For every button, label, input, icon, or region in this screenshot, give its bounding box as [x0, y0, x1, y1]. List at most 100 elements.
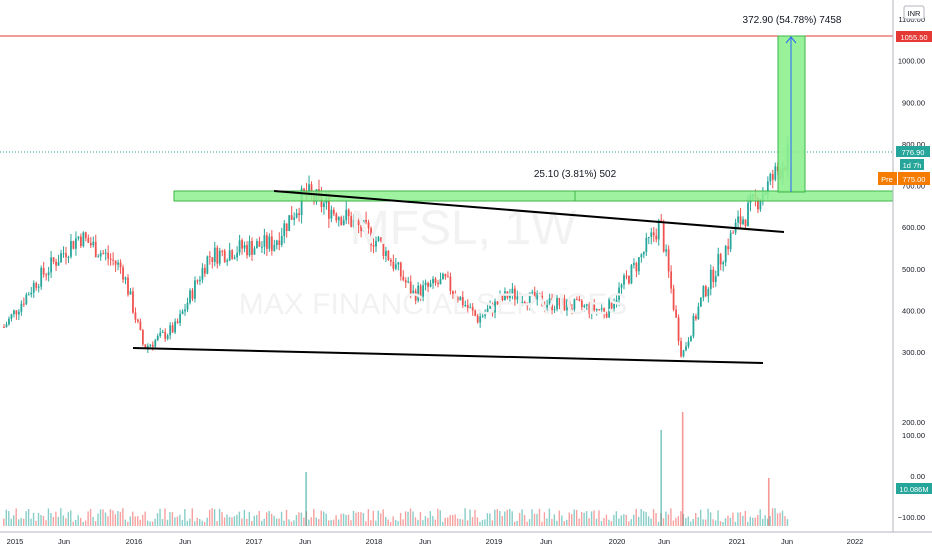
- candle-body: [57, 262, 60, 266]
- volume-tag: [896, 483, 932, 494]
- candle-body: [79, 236, 82, 247]
- candle-body: [385, 250, 387, 257]
- volume-bar: [439, 510, 441, 526]
- candle-body: [650, 232, 653, 237]
- lower-trendline[interactable]: [132, 347, 764, 364]
- candle-body: [409, 281, 412, 295]
- currency-badge[interactable]: [903, 5, 925, 20]
- volume-bar: [699, 509, 702, 526]
- volume-bar: [479, 521, 481, 526]
- volume-bar: [531, 509, 533, 526]
- pre-market-badge: [878, 172, 897, 185]
- volume-bar: [350, 520, 352, 526]
- candle-body: [268, 236, 271, 249]
- volume-bar: [330, 519, 332, 526]
- candle-body: [566, 300, 568, 311]
- candle-body: [538, 293, 541, 296]
- volume-bar: [749, 516, 751, 526]
- candle-body: [623, 275, 625, 285]
- volume-bar: [434, 519, 437, 526]
- volume-bar: [667, 514, 670, 526]
- volume-bar: [724, 518, 727, 526]
- candle-body: [640, 254, 643, 258]
- volume-bar: [734, 521, 737, 526]
- price-axis[interactable]: 1100.00 1000.00 900.00 800.00 700.00 600.00 50…: [892, 0, 932, 532]
- candle-body: [702, 286, 705, 298]
- candle-body: [194, 280, 196, 299]
- volume-bar: [102, 509, 104, 526]
- volume-bar: [340, 513, 342, 526]
- candle-body: [392, 261, 395, 269]
- candle-body: [22, 303, 25, 305]
- candle-body: [337, 217, 340, 221]
- candle-body: [491, 303, 494, 313]
- candle-body: [469, 307, 472, 309]
- candle-body: [129, 291, 132, 295]
- candle-body: [660, 220, 663, 222]
- measure-label-top: 372.90 (54.78%) 7458: [743, 15, 842, 26]
- candle-body: [742, 219, 744, 225]
- volume-bar: [504, 511, 506, 526]
- volume-bar: [605, 514, 608, 526]
- volume-bar: [372, 510, 375, 526]
- candle-body: [345, 209, 348, 221]
- time-tick-label: 2019: [486, 537, 503, 546]
- candle-body: [635, 263, 638, 272]
- candle-body: [308, 184, 310, 195]
- volume-bar: [151, 521, 154, 526]
- candle-body: [605, 313, 608, 318]
- time-tick-label: Jun: [179, 537, 191, 546]
- candle-body: [439, 278, 442, 285]
- candle-body: [729, 232, 732, 250]
- volume-bar: [399, 513, 402, 526]
- volume-bar: [13, 515, 15, 526]
- volume-bar: [598, 510, 600, 526]
- candle-body: [97, 256, 100, 258]
- volume-bar: [75, 519, 77, 526]
- descending-trendline[interactable]: [273, 190, 785, 233]
- candle-body: [732, 232, 735, 234]
- candle-body: [340, 217, 343, 225]
- volume-bar: [546, 518, 548, 526]
- volume-bar: [526, 521, 528, 526]
- volume-bar: [199, 518, 201, 526]
- candle-body: [104, 252, 107, 254]
- volume-bar: [154, 518, 156, 526]
- volume-bar: [70, 510, 72, 526]
- candle-body: [380, 237, 382, 241]
- time-tick-label: 2016: [126, 537, 143, 546]
- volume-bar: [55, 511, 57, 526]
- candle-body: [479, 316, 482, 323]
- volume-bar: [10, 518, 12, 526]
- candle-body: [774, 166, 777, 180]
- pre-market-label: 775.00: [903, 175, 926, 184]
- candle-body: [382, 240, 385, 257]
- time-axis[interactable]: 2015 Jun 2016 Jun 2017 Jun 2018 Jun 2019 Jun 2020 J…: [0, 531, 932, 550]
- volume-bar: [551, 518, 553, 526]
- volume-bar: [233, 516, 236, 526]
- volume-bar: [771, 508, 774, 526]
- candle-body: [769, 173, 772, 182]
- volume-bar: [635, 508, 637, 526]
- candle-body: [759, 201, 762, 210]
- volume-bar: [637, 516, 640, 526]
- candle-body: [422, 285, 425, 297]
- volume-bar: [717, 510, 719, 526]
- volume-bar: [536, 513, 538, 526]
- volume-bar: [236, 514, 238, 526]
- volume-bar: [759, 509, 761, 526]
- volume-bar: [174, 517, 176, 526]
- candle-body: [52, 257, 55, 262]
- volume-bar: [625, 514, 627, 526]
- candle-body: [466, 304, 469, 308]
- volume-bar: [57, 516, 60, 526]
- volume-bar: [727, 515, 729, 526]
- volume-bar: [640, 509, 642, 526]
- candle-body: [37, 286, 40, 288]
- candle-body: [127, 277, 129, 295]
- candle-body: [451, 290, 454, 294]
- candle-body: [181, 311, 184, 314]
- volume-bar: [238, 511, 241, 526]
- candle-body: [471, 307, 474, 311]
